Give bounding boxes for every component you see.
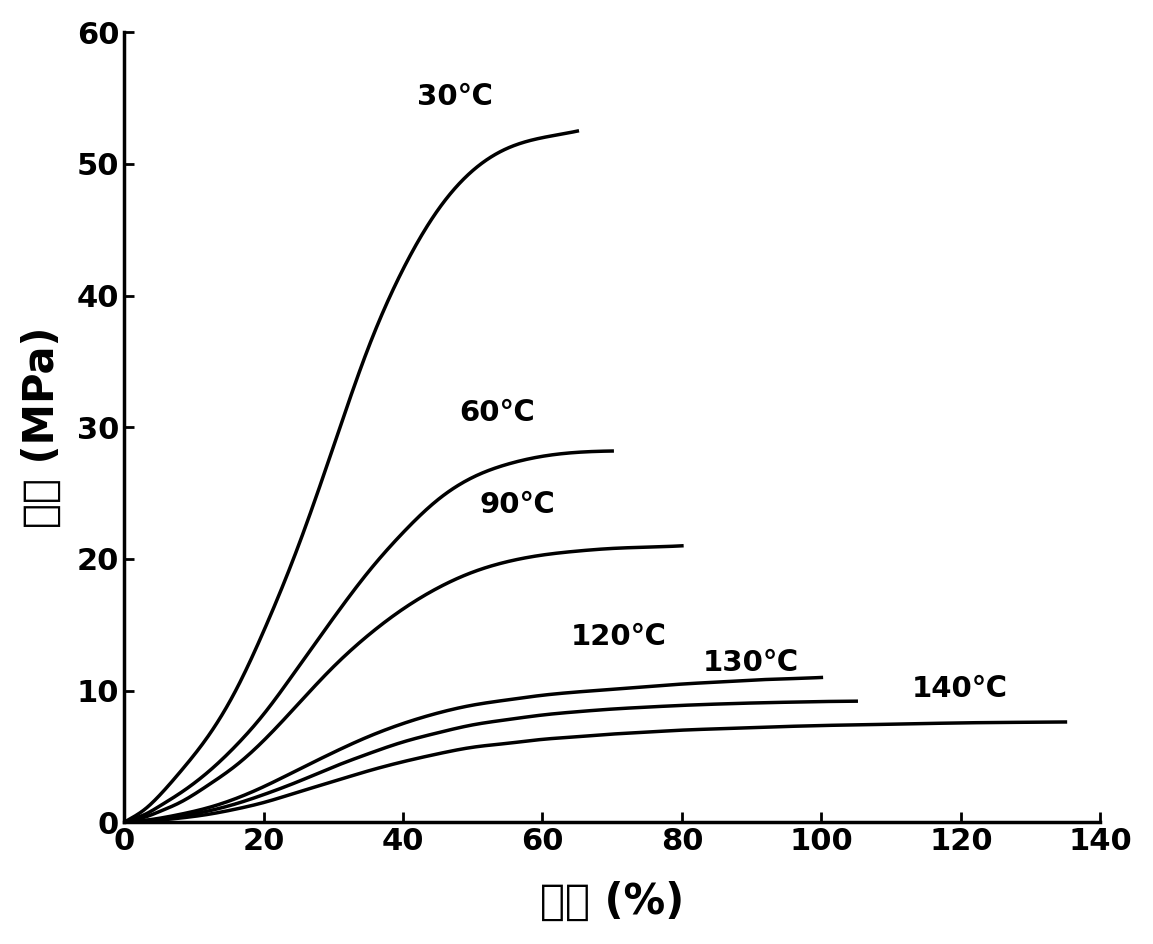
- Text: 140℃: 140℃: [912, 675, 1008, 703]
- X-axis label: 应变 (%): 应变 (%): [540, 881, 685, 923]
- Text: 120℃: 120℃: [571, 622, 666, 650]
- Text: 90℃: 90℃: [480, 491, 556, 519]
- Text: 130℃: 130℃: [703, 649, 799, 677]
- Y-axis label: 应力 (MPa): 应力 (MPa): [21, 327, 62, 528]
- Text: 30℃: 30℃: [417, 83, 492, 110]
- Text: 60℃: 60℃: [459, 398, 535, 427]
